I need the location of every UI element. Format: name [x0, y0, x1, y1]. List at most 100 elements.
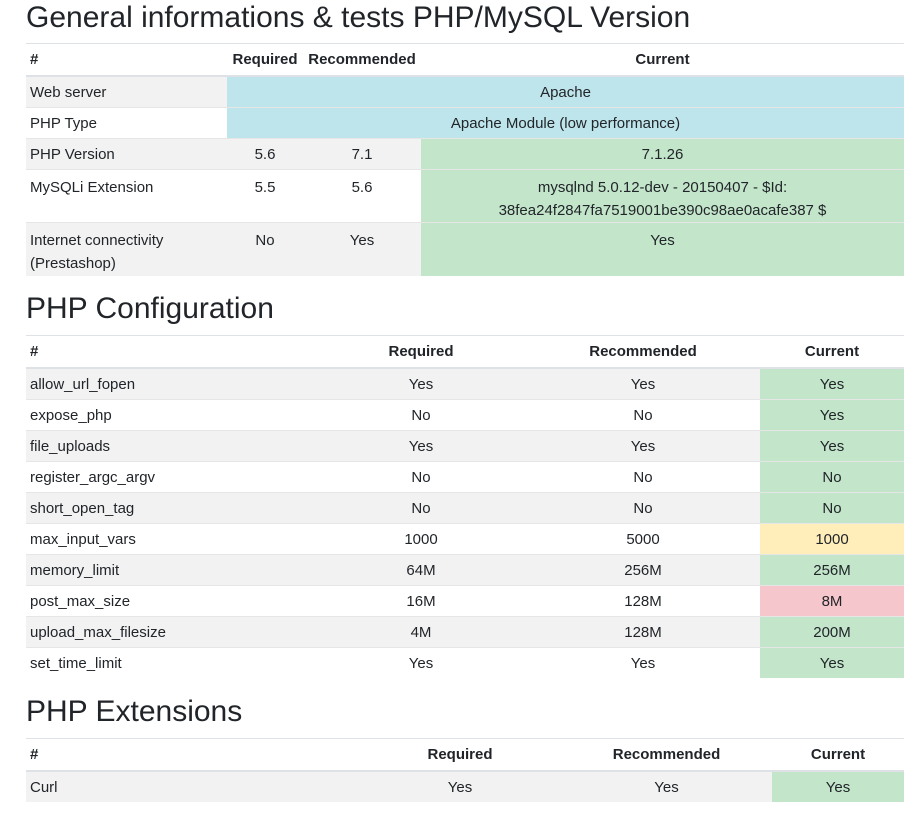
table-row: PHP Version 5.6 7.1 7.1.26 — [26, 138, 904, 170]
recommended-value: 128M — [526, 616, 760, 648]
recommended-value: No — [526, 399, 760, 431]
recommended-value: Yes — [526, 647, 760, 678]
current-value: 200M — [760, 616, 904, 648]
table-row: Web server Apache — [26, 75, 904, 108]
header-recommended: Recommended — [526, 335, 760, 369]
table-header-row: # Required Recommended Current — [26, 738, 904, 772]
row-name: Curl — [26, 770, 359, 802]
row-name: PHP Version — [26, 138, 227, 170]
required-value: 5.6 — [227, 138, 303, 170]
row-name: expose_php — [26, 399, 316, 431]
current-value: 1000 — [760, 523, 904, 555]
required-value: 16M — [316, 585, 526, 617]
current-value: 256M — [760, 554, 904, 586]
section-title-general: General informations & tests PHP/MySQL V… — [26, 1, 691, 34]
current-value: Yes — [772, 770, 904, 802]
required-value: 4M — [316, 616, 526, 648]
table-row: Internet connectivity (Prestashop) No Ye… — [26, 222, 904, 276]
required-value: 64M — [316, 554, 526, 586]
header-recommended: Recommended — [303, 43, 421, 77]
current-value: Apache — [227, 75, 904, 108]
recommended-value: Yes — [526, 367, 760, 400]
table-row: set_time_limit Yes Yes Yes — [26, 647, 904, 678]
required-value: 5.5 — [227, 169, 303, 223]
current-value: Yes — [760, 647, 904, 678]
row-name-line: (Prestashop) — [30, 255, 116, 272]
required-value: Yes — [316, 430, 526, 462]
current-value: Apache Module (low performance) — [227, 107, 904, 139]
section-title-php-extensions: PHP Extensions — [26, 695, 243, 728]
row-name: register_argc_argv — [26, 461, 316, 493]
required-value: 1000 — [316, 523, 526, 555]
current-value: 8M — [760, 585, 904, 617]
table-row: MySQLi Extension 5.5 5.6 mysqlnd 5.0.12-… — [26, 169, 904, 223]
required-value: Yes — [316, 647, 526, 678]
row-name: allow_url_fopen — [26, 367, 316, 400]
table-row: register_argc_argv No No No — [26, 461, 904, 493]
row-name-line: Internet connectivity — [30, 232, 164, 249]
table-row: post_max_size 16M 128M 8M — [26, 585, 904, 617]
row-name: max_input_vars — [26, 523, 316, 555]
current-value: Yes — [760, 399, 904, 431]
table-row: allow_url_fopen Yes Yes Yes — [26, 367, 904, 400]
current-value: Yes — [421, 222, 904, 276]
required-value: No — [316, 461, 526, 493]
header-required: Required — [359, 738, 561, 772]
row-name: upload_max_filesize — [26, 616, 316, 648]
header-recommended: Recommended — [561, 738, 772, 772]
table-row: expose_php No No Yes — [26, 399, 904, 431]
recommended-value: 7.1 — [303, 138, 421, 170]
header-current: Current — [772, 738, 904, 772]
table-header-row: # Required Recommended Current — [26, 335, 904, 369]
section-title-php-config: PHP Configuration — [26, 292, 274, 325]
php-extensions-table: # Required Recommended Current Curl Yes … — [26, 738, 904, 802]
recommended-value: 128M — [526, 585, 760, 617]
row-name: set_time_limit — [26, 647, 316, 678]
header-hash: # — [26, 738, 359, 772]
table-row: memory_limit 64M 256M 256M — [26, 554, 904, 586]
table-row: short_open_tag No No No — [26, 492, 904, 524]
header-required: Required — [316, 335, 526, 369]
required-value: No — [316, 492, 526, 524]
row-name: Web server — [26, 75, 227, 108]
recommended-value: No — [526, 461, 760, 493]
general-info-table: # Required Recommended Current Web serve… — [26, 43, 904, 276]
current-value: No — [760, 492, 904, 524]
header-current: Current — [760, 335, 904, 369]
row-name: post_max_size — [26, 585, 316, 617]
header-current: Current — [421, 43, 904, 77]
table-row: max_input_vars 1000 5000 1000 — [26, 523, 904, 555]
recommended-value: 5000 — [526, 523, 760, 555]
php-config-table: # Required Recommended Current allow_url… — [26, 335, 904, 678]
table-header-row: # Required Recommended Current — [26, 43, 904, 77]
current-value: No — [760, 461, 904, 493]
current-value-line: mysqlnd 5.0.12-dev - 20150407 - $Id: — [537, 179, 788, 196]
required-value: No — [227, 222, 303, 276]
table-row: Curl Yes Yes Yes — [26, 770, 904, 802]
required-value: Yes — [359, 770, 561, 802]
current-value: mysqlnd 5.0.12-dev - 20150407 - $Id: 38f… — [421, 169, 904, 223]
recommended-value: Yes — [526, 430, 760, 462]
row-name: Internet connectivity (Prestashop) — [26, 222, 227, 276]
required-value: No — [316, 399, 526, 431]
recommended-value: 256M — [526, 554, 760, 586]
table-row: PHP Type Apache Module (low performance) — [26, 107, 904, 139]
row-name: memory_limit — [26, 554, 316, 586]
table-row: file_uploads Yes Yes Yes — [26, 430, 904, 462]
recommended-value: Yes — [303, 222, 421, 276]
current-value: 7.1.26 — [421, 138, 904, 170]
header-hash: # — [26, 43, 227, 77]
table-row: upload_max_filesize 4M 128M 200M — [26, 616, 904, 648]
row-name: MySQLi Extension — [26, 169, 227, 223]
row-name: PHP Type — [26, 107, 227, 139]
header-hash: # — [26, 335, 316, 369]
recommended-value: 5.6 — [303, 169, 421, 223]
current-value: Yes — [760, 430, 904, 462]
recommended-value: Yes — [561, 770, 772, 802]
recommended-value: No — [526, 492, 760, 524]
current-value-line: 38fea24f2847fa7519001be390c98ae0acafe387… — [498, 202, 827, 219]
header-required: Required — [227, 43, 303, 77]
row-name: file_uploads — [26, 430, 316, 462]
row-name: short_open_tag — [26, 492, 316, 524]
required-value: Yes — [316, 367, 526, 400]
